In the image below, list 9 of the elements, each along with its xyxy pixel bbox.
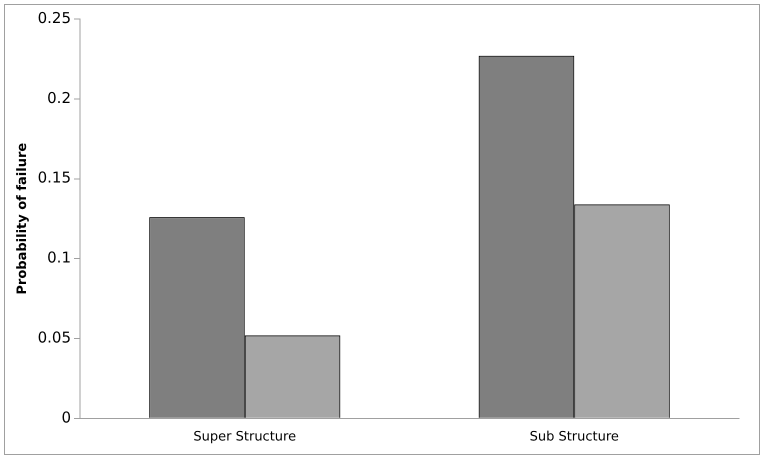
y-tick-label: 0.25 bbox=[38, 8, 71, 27]
y-tick-label: 0.1 bbox=[47, 248, 71, 267]
y-tick-label: 0.15 bbox=[38, 168, 71, 187]
y-tick-label: 0 bbox=[61, 408, 71, 426]
y-axis-title: Probability of failure bbox=[15, 142, 30, 295]
y-tick-label: 0.2 bbox=[47, 88, 71, 107]
x-tick-label: Sub Structure bbox=[530, 430, 619, 445]
x-tick-label: Super Structure bbox=[193, 430, 296, 445]
y-tick-label: 0.05 bbox=[38, 328, 71, 346]
